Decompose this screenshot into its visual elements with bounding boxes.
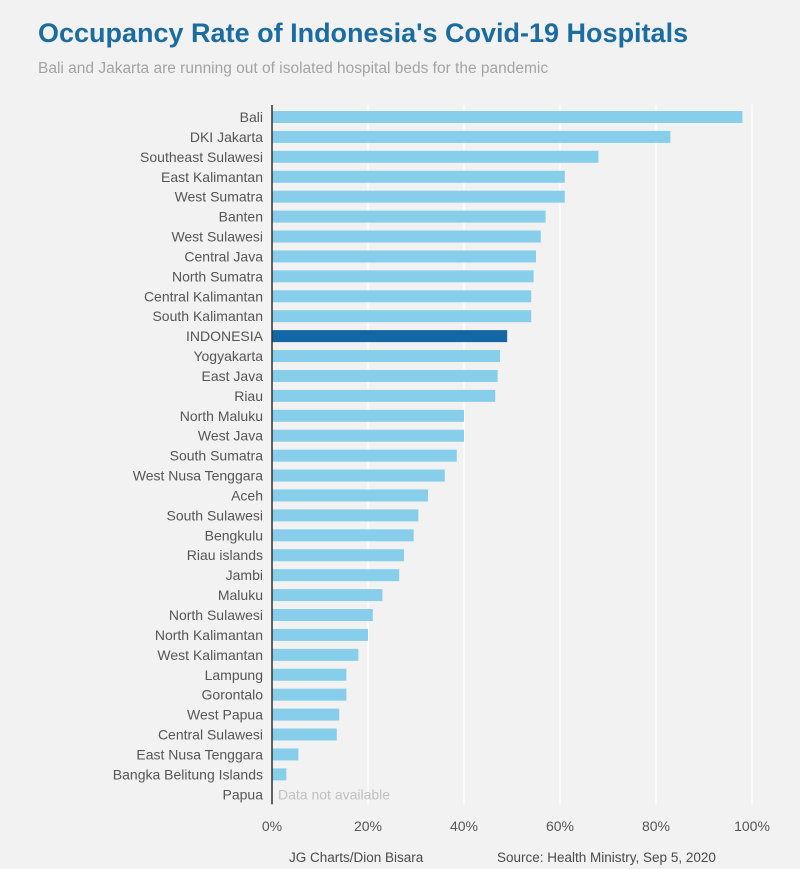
bar (272, 389, 496, 402)
category-label: South Sulawesi (166, 507, 263, 523)
bar (272, 589, 383, 602)
category-label: North Maluku (180, 408, 263, 424)
category-label: West Sulawesi (171, 229, 263, 245)
category-label: Central Java (184, 248, 263, 264)
category-label: West Kalimantan (157, 647, 263, 663)
bar (272, 230, 541, 243)
category-label: East Kalimantan (161, 169, 263, 185)
bar (272, 628, 368, 641)
bar (272, 350, 500, 363)
category-label: INDONESIA (186, 328, 264, 344)
category-label: Jambi (226, 567, 263, 583)
category-label: Bengkulu (205, 527, 263, 543)
category-label: East Java (202, 368, 264, 384)
bar (272, 529, 414, 542)
category-label: Bangka Belitung Islands (113, 766, 263, 782)
category-label: West Java (198, 428, 263, 444)
category-label: Gorontalo (202, 687, 264, 703)
bar (272, 748, 299, 761)
category-label: Riau islands (187, 547, 263, 563)
bar (272, 688, 347, 701)
bar (272, 190, 565, 203)
category-label: Riau (234, 388, 263, 404)
chart-source: Source: Health Ministry, Sep 5, 2020 (497, 850, 716, 865)
category-label: Southeast Sulawesi (140, 149, 263, 165)
category-label: Lampung (205, 667, 263, 683)
category-label: South Sumatra (170, 448, 264, 464)
x-tick-label: 80% (642, 818, 670, 834)
bar (272, 170, 565, 183)
bar (272, 648, 359, 661)
bar (272, 150, 599, 163)
chart-title: Occupancy Rate of Indonesia's Covid-19 H… (38, 18, 689, 48)
bar (272, 549, 404, 562)
bar (272, 489, 428, 502)
x-tick-label: 40% (450, 818, 478, 834)
category-label: West Nusa Tenggara (133, 468, 263, 484)
chart-credit: JG Charts/Dion Bisara (289, 850, 424, 865)
bar (272, 111, 743, 123)
bar (272, 509, 419, 522)
category-label: Yogyakarta (193, 348, 263, 364)
category-label: Aceh (231, 487, 263, 503)
category-label: Central Sulawesi (158, 727, 263, 743)
x-tick-label: 0% (262, 818, 282, 834)
x-tick-label: 20% (354, 818, 382, 834)
bar (272, 668, 347, 681)
bar (272, 369, 498, 382)
bar (272, 768, 287, 781)
category-label: West Papua (187, 707, 263, 723)
x-tick-label: 60% (546, 818, 574, 834)
bar (272, 409, 464, 422)
bar (272, 210, 546, 223)
category-label: Papua (223, 786, 264, 802)
bar (272, 708, 340, 721)
category-label: South Kalimantan (152, 308, 263, 324)
bar (272, 250, 536, 263)
category-label: Banten (219, 209, 263, 225)
bar (272, 449, 457, 462)
category-label: Maluku (218, 587, 263, 603)
bar (272, 130, 671, 143)
category-label: North Sulawesi (169, 607, 263, 623)
category-label: North Sumatra (172, 268, 263, 284)
bar (272, 270, 534, 283)
x-tick-label: 100% (734, 818, 770, 834)
category-label: North Kalimantan (155, 627, 263, 643)
bar-highlight (272, 330, 508, 343)
category-label: DKI Jakarta (190, 129, 263, 145)
missing-data-label: Data not available (278, 786, 390, 802)
bar (272, 728, 337, 741)
bar (272, 469, 445, 482)
bar (272, 310, 532, 323)
category-label: West Sumatra (175, 189, 264, 205)
bar (272, 609, 373, 621)
category-label: Bali (240, 109, 263, 125)
bar (272, 290, 532, 303)
bar (272, 429, 464, 442)
category-label: Central Kalimantan (144, 288, 263, 304)
category-label: East Nusa Tenggara (136, 746, 263, 762)
chart-subtitle: Bali and Jakarta are running out of isol… (38, 60, 549, 77)
bar (272, 569, 400, 582)
